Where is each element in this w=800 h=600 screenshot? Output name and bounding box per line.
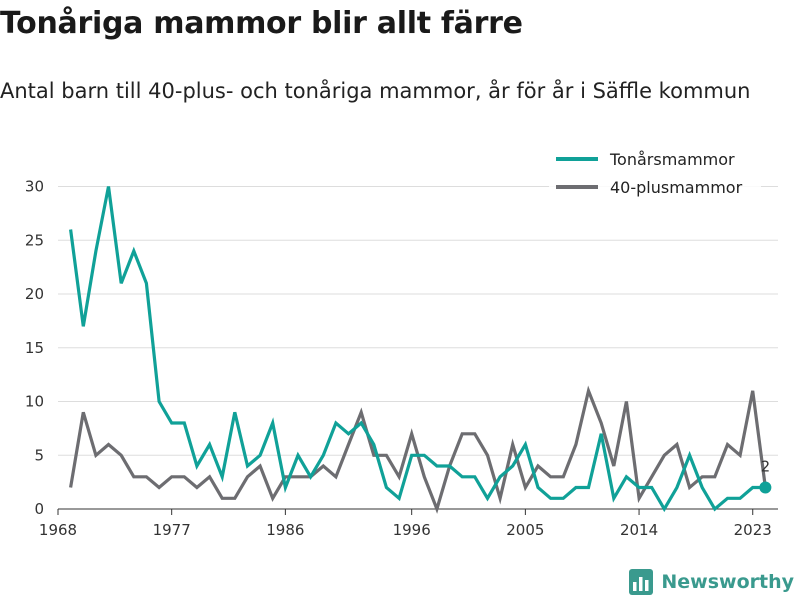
y-tick-label: 5 [34,446,44,464]
newsworthy-logo-icon [629,569,654,595]
y-tick-label: 0 [34,500,44,518]
legend: Tonårsmammor 40-plusmammor [549,146,761,204]
y-tick-label: 30 [25,178,44,196]
x-tick-label: 2023 [734,521,772,539]
brand-name: Newsworthy [661,571,794,593]
y-tick-label: 15 [25,339,44,357]
series-line-40-plusmammor [69,385,767,514]
series-line-tonarsmammor [69,186,766,513]
chart-title: Tonåriga mammor blir allt färre [0,6,523,41]
x-tick-label: 2014 [620,521,658,539]
x-tick-label: 1996 [393,521,431,539]
x-tick-label: 1968 [39,521,77,539]
series-lines [69,186,767,514]
end-value-label: 2 [761,458,771,476]
x-tick-label: 2005 [506,521,544,539]
end-marker: 2 [759,458,772,494]
legend-background [549,146,761,204]
x-tick-label: 1977 [153,521,191,539]
x-tick-label: 1986 [266,521,304,539]
brand-logo: Newsworthy [629,569,794,595]
y-tick-label: 20 [25,285,44,303]
legend-label: Tonårsmammor [609,150,735,169]
y-tick-label: 25 [25,231,44,249]
legend-label: 40-plusmammor [610,178,743,197]
end-point [759,481,772,494]
x-axis: 1968 1977 1986 1996 2005 2014 2023 [39,508,778,539]
y-tick-label: 10 [25,393,44,411]
y-axis-ticks: 0 5 10 15 20 25 30 [25,178,44,519]
chart-subtitle: Antal barn till 40-plus- och tonåriga ma… [0,79,751,103]
